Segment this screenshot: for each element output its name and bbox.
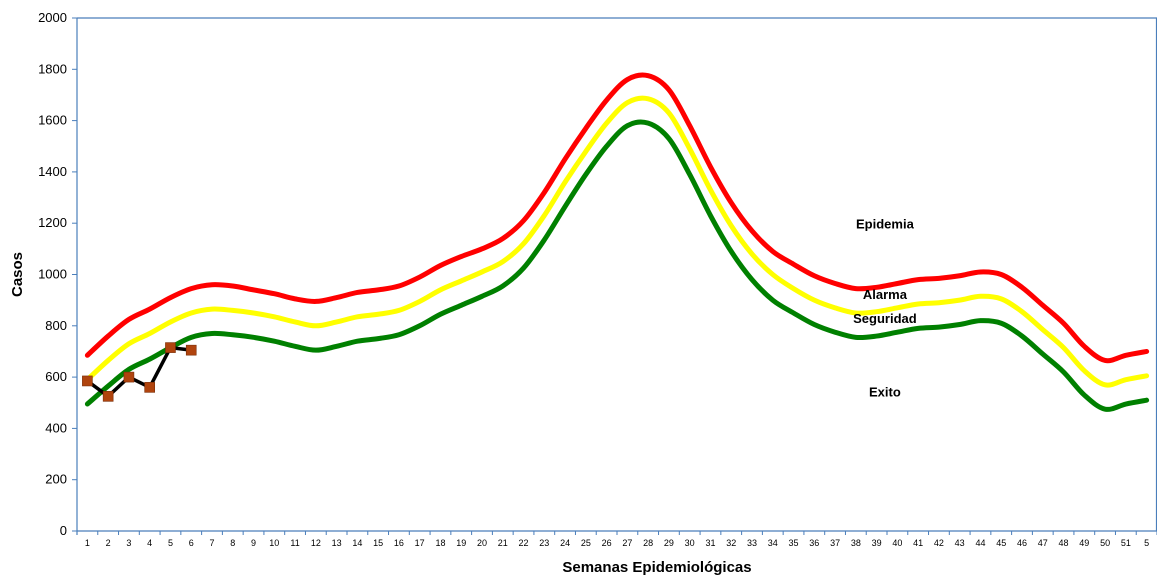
y-tick-label: 2000 (38, 10, 67, 25)
zone-label-alarma: Alarma (863, 287, 908, 302)
data-point-marker (185, 344, 197, 356)
y-tick-label: 400 (45, 420, 67, 435)
x-tick-label: 30 (685, 538, 695, 548)
labels-layer: Epidemia Alarma Seguridad Exito (853, 216, 917, 399)
x-tick-label: 26 (602, 538, 612, 548)
x-tick-label: 6 (189, 538, 194, 548)
x-tick-label: 11 (290, 538, 299, 548)
x-tick-label: 32 (726, 538, 736, 548)
x-tick-label: 3 (126, 538, 131, 548)
x-tick-label: 41 (913, 538, 923, 548)
x-tick-label: 33 (747, 538, 757, 548)
x-tick-label: 45 (996, 538, 1006, 548)
x-tick-label: 24 (560, 538, 570, 548)
x-tick-label: 22 (519, 538, 529, 548)
x-tick-label: 9 (251, 538, 256, 548)
x-tick-label: 39 (872, 538, 882, 548)
y-tick-label: 200 (45, 472, 67, 487)
x-tick-label: 43 (955, 538, 965, 548)
y-axis-title: Casos (9, 252, 26, 297)
x-tick-label: 19 (456, 538, 466, 548)
x-tick-label: 28 (643, 538, 653, 548)
y-tick-label: 1400 (38, 164, 67, 179)
x-tick-label: 18 (435, 538, 445, 548)
x-tick-label: 23 (539, 538, 549, 548)
zone-label-seguridad: Seguridad (853, 311, 917, 326)
zone-label-epidemia: Epidemia (856, 216, 915, 231)
x-tick-label: 51 (1121, 538, 1131, 548)
data-point-marker (144, 382, 155, 393)
x-tick-label: 16 (394, 538, 404, 548)
series-layer (82, 72, 1150, 412)
x-tick-label: 27 (622, 538, 632, 548)
x-tick-label: 47 (1038, 538, 1048, 548)
x-tick-label: 44 (975, 538, 985, 548)
x-tick-label: 31 (705, 538, 715, 548)
y-tick-label: 0 (60, 523, 67, 538)
y-tick-label: 1800 (38, 61, 67, 76)
y-tick-label: 1200 (38, 215, 67, 230)
x-tick-label: 15 (373, 538, 383, 548)
x-tick-label: 14 (352, 538, 362, 548)
zone-label-exito: Exito (869, 384, 901, 399)
epidemic-threshold-line (84, 72, 1150, 364)
x-tick-label: 48 (1059, 538, 1069, 548)
y-tick-label: 800 (45, 318, 67, 333)
x-tick-label: 17 (415, 538, 425, 548)
x-tick-label: 12 (311, 538, 321, 548)
x-tick-label: 5 (168, 538, 173, 548)
x-axis-title: Semanas Epidemiológicas (562, 559, 751, 575)
x-tick-label: 25 (581, 538, 591, 548)
alarm-threshold-line (84, 95, 1150, 388)
x-tick-label: 10 (269, 538, 279, 548)
data-point-marker (82, 375, 93, 387)
x-tick-label: 36 (809, 538, 819, 548)
x-tick-label: 4 (147, 538, 152, 548)
x-tick-label: 20 (477, 538, 487, 548)
y-tick-label: 1000 (38, 267, 67, 282)
x-tick-label: 2 (106, 538, 111, 548)
x-tick-label: 7 (209, 538, 214, 548)
x-tick-label: 37 (830, 538, 840, 548)
x-tick-label: 13 (332, 538, 342, 548)
x-tick-label: 21 (498, 538, 508, 548)
x-tick-label: 50 (1100, 538, 1110, 548)
x-tick-label: 8 (230, 538, 235, 548)
data-point-marker (102, 391, 114, 402)
x-tick-label: 35 (789, 538, 799, 548)
x-tick-label: 49 (1079, 538, 1089, 548)
y-tick-label: 1600 (38, 113, 67, 128)
x-tick-label: 42 (934, 538, 944, 548)
data-point-marker (123, 371, 135, 383)
x-tick-label: 38 (851, 538, 861, 548)
x-tick-label: 34 (768, 538, 778, 548)
x-tick-label: 40 (892, 538, 902, 548)
x-tick-label: 46 (1017, 538, 1027, 548)
y-tick-label: 600 (45, 369, 67, 384)
safety-threshold-line (84, 119, 1150, 412)
x-tick-label: 29 (664, 538, 674, 548)
x-tick-label: 1 (85, 538, 90, 548)
data-point-marker (165, 342, 176, 353)
x-tick-label: 5 (1144, 538, 1149, 548)
